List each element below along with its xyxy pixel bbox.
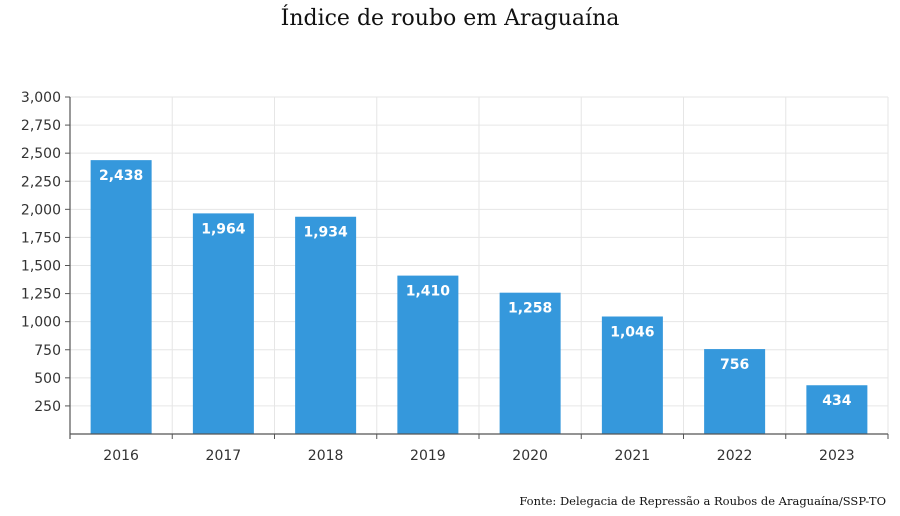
- y-tick-label: 2,500: [21, 146, 61, 162]
- x-tick-label: 2023: [819, 448, 855, 464]
- bar-value-label: 434: [822, 393, 851, 409]
- bar: [806, 385, 868, 434]
- bar-value-label: 1,410: [406, 284, 451, 300]
- bar-value-label: 1,964: [201, 221, 246, 237]
- bar-value-label: 756: [720, 357, 749, 373]
- x-tick-label: 2018: [308, 448, 344, 464]
- x-tick-label: 2019: [410, 448, 446, 464]
- bar-value-label: 1,046: [610, 324, 654, 340]
- bar: [499, 292, 561, 434]
- source-note: Fonte: Delegacia de Repressão a Roubos d…: [519, 494, 886, 508]
- bar-value-label: 1,934: [303, 225, 348, 241]
- bar: [90, 160, 152, 434]
- x-tick-label: 2017: [206, 448, 242, 464]
- y-tick-label: 2,000: [21, 202, 61, 218]
- y-tick-label: 500: [34, 371, 61, 387]
- y-tick-label: 750: [34, 343, 61, 359]
- bar: [295, 216, 357, 434]
- y-tick-label: 2,750: [21, 118, 61, 134]
- chart-title: Índice de roubo em Araguaína: [280, 6, 620, 31]
- y-tick-label: 250: [34, 399, 61, 415]
- y-tick-label: 1,500: [21, 259, 61, 275]
- x-tick-label: 2016: [103, 448, 139, 464]
- y-tick-label: 3,000: [21, 90, 61, 106]
- bar: [397, 275, 459, 434]
- bar-value-label: 1,258: [508, 301, 552, 317]
- x-tick-label: 2022: [717, 448, 753, 464]
- bar-value-label: 2,438: [99, 168, 143, 184]
- x-tick-label: 2020: [512, 448, 548, 464]
- bar: [704, 349, 766, 434]
- bar: [601, 316, 663, 434]
- x-tick-label: 2021: [615, 448, 651, 464]
- y-tick-label: 1,750: [21, 230, 61, 246]
- y-tick-label: 2,250: [21, 174, 61, 190]
- y-tick-label: 1,250: [21, 287, 61, 303]
- bar: [192, 213, 254, 434]
- y-tick-label: 1,000: [21, 315, 61, 331]
